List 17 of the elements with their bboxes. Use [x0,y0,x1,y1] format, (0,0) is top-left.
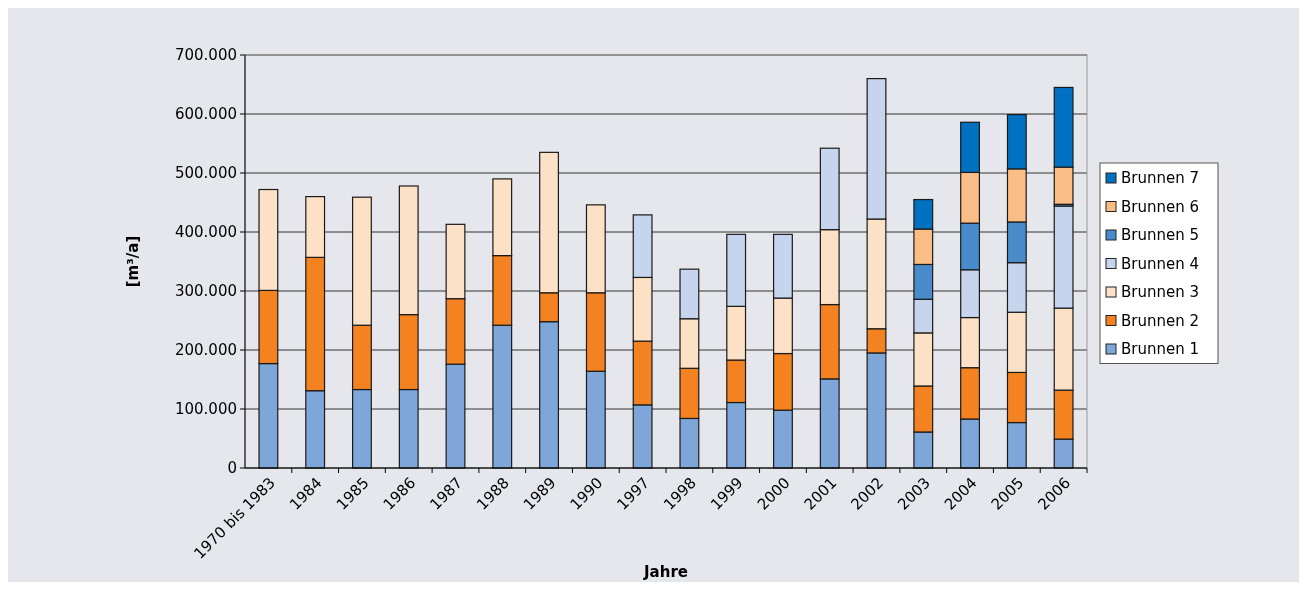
y-tick-label: 400.000 [174,223,237,242]
y-tick-label: 0 [227,459,237,478]
legend-label: Brunnen 6 [1121,197,1200,216]
y-tick-label: 200.000 [174,341,237,360]
legend-label: Brunnen 5 [1121,226,1200,245]
legend-label: Brunnen 3 [1121,283,1200,302]
y-tick-label: 100.000 [174,400,237,419]
y-tick-label: 500.000 [174,164,237,183]
y-tick-label: 600.000 [174,105,237,124]
y-tick-label: 700.000 [174,46,237,65]
legend-label: Brunnen 2 [1121,311,1200,330]
legend-label: Brunnen 7 [1121,169,1200,188]
legend-label: Brunnen 4 [1121,254,1200,273]
legend-label: Brunnen 1 [1121,340,1200,359]
y-axis-title: [m³/a] [124,235,142,288]
x-axis-title: Jahre [643,563,688,581]
y-tick-label: 300.000 [174,282,237,301]
